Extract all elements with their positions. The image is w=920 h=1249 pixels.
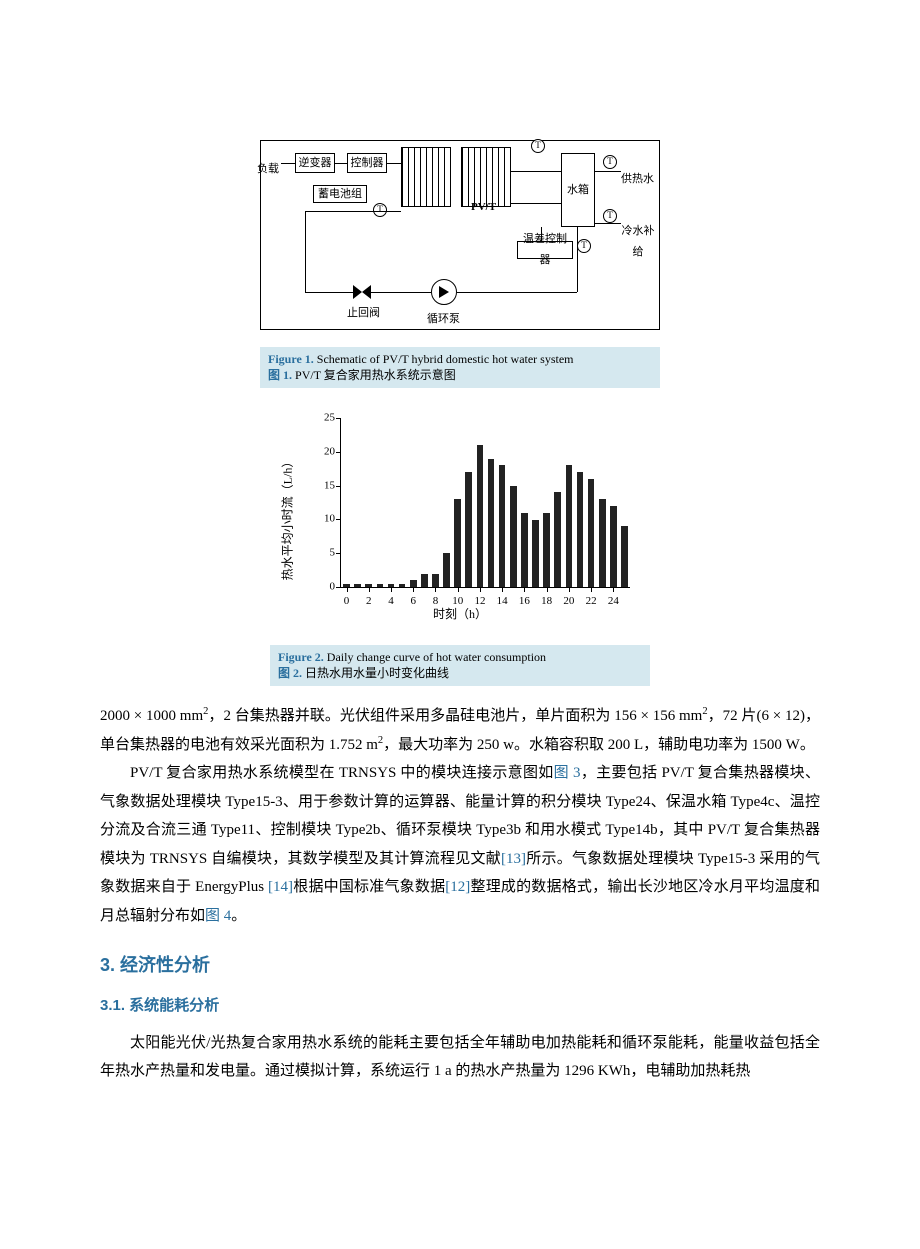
xtick-label: 4 <box>388 587 394 612</box>
chart-bar <box>443 553 450 587</box>
figure-2-caption-cn-prefix: 图 2. <box>278 666 302 680</box>
t-sensor-1: T <box>531 139 545 153</box>
figure-1-caption-cn-prefix: 图 1. <box>268 368 292 382</box>
figure-2: 热水平均小时流（L/h） 0510152025 0246810121416182… <box>100 408 820 686</box>
figure-1-caption-cn: PV/T 复合家用热水系统示意图 <box>292 368 456 382</box>
chart-bar <box>621 526 628 587</box>
p1-seg-a: 2000 × 1000 mm <box>100 708 203 724</box>
chart-xlabel: 时刻（h） <box>433 603 487 626</box>
link-fig4[interactable]: 图 4 <box>205 908 231 924</box>
chart-bar <box>477 445 484 587</box>
chart-bar <box>532 520 539 588</box>
chart-plot-area: 0510152025 024681012141618202224 <box>340 418 630 588</box>
xtick-label: 6 <box>411 587 417 612</box>
chart-bar <box>432 574 439 588</box>
t-sensor-5: T <box>577 239 591 253</box>
link-fig3[interactable]: 图 3 <box>554 765 581 781</box>
xtick-label: 22 <box>586 587 597 612</box>
body-text: 2000 × 1000 mm2，2 台集热器并联。光伏组件采用多晶硅电池片，单片… <box>100 702 820 930</box>
chart-bar <box>510 486 517 587</box>
hot-water-label: 供热水 <box>621 169 654 190</box>
figure-2-caption-cn: 日热水用水量小时变化曲线 <box>302 666 449 680</box>
xtick-label: 18 <box>541 587 552 612</box>
pump-icon <box>431 279 457 305</box>
paragraph-1: 2000 × 1000 mm2，2 台集热器并联。光伏组件采用多晶硅电池片，单片… <box>100 702 820 759</box>
figure-1-caption: Figure 1. Schematic of PV/T hybrid domes… <box>260 347 660 389</box>
figure-1-caption-en-prefix: Figure 1. <box>268 352 314 366</box>
xtick-label: 14 <box>497 587 508 612</box>
xtick-label: 24 <box>608 587 619 612</box>
p1-seg-d: ，最大功率为 250 w。水箱容积取 200 L，辅助电功率为 1500 W。 <box>383 737 815 753</box>
schematic-diagram: 负载 逆变器 控制器 蓄电池组 PV/T 水箱 T T T T T 供热水 冷水… <box>260 140 660 330</box>
chart-bar <box>454 499 461 587</box>
chart-bar <box>521 513 528 587</box>
check-valve-label: 止回阀 <box>347 303 380 324</box>
chart-bar <box>543 513 550 587</box>
load-label: 负载 <box>257 159 279 180</box>
p1-seg-b: ，2 台集热器并联。光伏组件采用多晶硅电池片，单片面积为 156 × 156 m… <box>208 708 702 724</box>
chart-bar <box>554 492 561 587</box>
ytick-label: 0 <box>330 577 342 598</box>
tank-box: 水箱 <box>561 153 595 227</box>
t-sensor-4: T <box>373 203 387 217</box>
chart-bar <box>577 472 584 587</box>
chart-bar <box>499 465 506 587</box>
p2-seg-a: PV/T 复合家用热水系统模型在 TRNSYS 中的模块连接示意图如 <box>130 765 554 781</box>
link-ref13[interactable]: [13] <box>501 851 526 867</box>
cold-water-label: 冷水补给 <box>617 221 659 263</box>
temp-controller-box: 温差控制器 <box>517 241 573 259</box>
p2-seg-d: 根据中国标准气象数据 <box>293 879 445 895</box>
ytick-label: 15 <box>324 475 341 496</box>
xtick-label: 16 <box>519 587 530 612</box>
chart-bar <box>566 465 573 587</box>
link-ref14[interactable]: [14] <box>268 879 293 895</box>
chart-bar <box>599 499 606 587</box>
chart-ylabel: 热水平均小时流（L/h） <box>277 456 300 581</box>
p2-seg-f: 。 <box>231 908 246 924</box>
pvt-panel-1 <box>401 147 451 207</box>
inverter-box: 逆变器 <box>295 153 335 173</box>
figure-2-caption-en-prefix: Figure 2. <box>278 650 324 664</box>
figure-2-caption-en: Daily change curve of hot water consumpt… <box>324 650 546 664</box>
chart-bar <box>610 506 617 587</box>
xtick-label: 20 <box>563 587 574 612</box>
t-sensor-2: T <box>603 155 617 169</box>
chart-bar <box>488 459 495 587</box>
chart-bar <box>588 479 595 587</box>
xtick-label: 0 <box>344 587 350 612</box>
pvt-label: PV/T <box>471 197 496 218</box>
xtick-label: 2 <box>366 587 372 612</box>
figure-1: 负载 逆变器 控制器 蓄电池组 PV/T 水箱 T T T T T 供热水 冷水… <box>100 140 820 388</box>
chart-bar <box>377 584 384 587</box>
chart-bar <box>354 584 361 587</box>
body-text-2: 太阳能光伏/光热复合家用热水系统的能耗主要包括全年辅助电加热能耗和循环泵能耗，能… <box>100 1029 820 1086</box>
t-sensor-3: T <box>603 209 617 223</box>
controller-box: 控制器 <box>347 153 387 173</box>
figure-2-caption: Figure 2. Daily change curve of hot wate… <box>270 645 650 687</box>
ytick-label: 25 <box>324 408 341 429</box>
chart-bar <box>410 580 417 587</box>
battery-box: 蓄电池组 <box>313 185 367 203</box>
chart-bar <box>465 472 472 587</box>
section-3-heading: 3. 经济性分析 <box>100 948 820 982</box>
link-ref12[interactable]: [12] <box>445 879 470 895</box>
ytick-label: 5 <box>330 543 342 564</box>
paragraph-2: PV/T 复合家用热水系统模型在 TRNSYS 中的模块连接示意图如图 3，主要… <box>100 759 820 930</box>
bar-chart: 热水平均小时流（L/h） 0510152025 0246810121416182… <box>270 408 650 628</box>
chart-bar <box>421 574 428 588</box>
paragraph-3: 太阳能光伏/光热复合家用热水系统的能耗主要包括全年辅助电加热能耗和循环泵能耗，能… <box>100 1029 820 1086</box>
chart-bar <box>399 584 406 587</box>
pump-label: 循环泵 <box>427 309 460 330</box>
figure-1-caption-en: Schematic of PV/T hybrid domestic hot wa… <box>314 352 574 366</box>
ytick-label: 20 <box>324 441 341 462</box>
check-valve-icon <box>353 285 371 299</box>
ytick-label: 10 <box>324 509 341 530</box>
section-3-1-heading: 3.1. 系统能耗分析 <box>100 992 820 1021</box>
